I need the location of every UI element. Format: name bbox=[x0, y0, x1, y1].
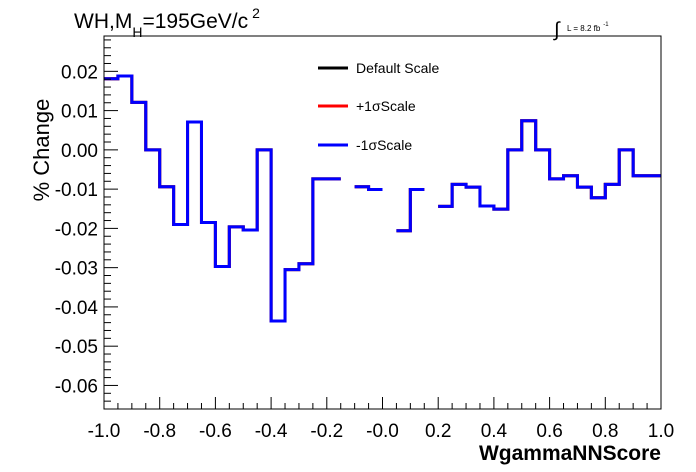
legend-label-minus1sigma: -1σScale bbox=[356, 137, 412, 153]
axis-layer: -1.0 -0.8 -0.6 -0.4 -0.2 -0.0 0.2 0.4 0.6 0.8 1.0 0… bbox=[55, 39, 674, 442]
y-tick-label: 0.02 bbox=[61, 62, 98, 83]
x-axis-title: WgammaNNScore bbox=[479, 442, 661, 465]
y-tick-label: -0.06 bbox=[55, 376, 98, 397]
legend-label-plus1sigma: +1σScale bbox=[356, 98, 416, 114]
x-tick-label: 0.6 bbox=[536, 421, 562, 442]
x-tick-label: -0.6 bbox=[199, 421, 232, 442]
x-tick-label: -0.0 bbox=[366, 421, 399, 442]
y-tick-label: 0.00 bbox=[61, 141, 98, 162]
y-tick-label: 0.01 bbox=[61, 102, 98, 123]
series-line bbox=[104, 74, 661, 323]
y-tick-label: -0.03 bbox=[55, 259, 98, 280]
x-tick-label: -0.2 bbox=[310, 421, 343, 442]
y-axis-title: % Change bbox=[29, 99, 54, 202]
x-tick-label: -0.8 bbox=[143, 421, 176, 442]
y-tick-label: -0.04 bbox=[55, 298, 99, 319]
x-tick-label: -0.4 bbox=[255, 421, 288, 442]
y-tick-label: -0.02 bbox=[55, 219, 98, 240]
series-layer bbox=[104, 74, 661, 323]
chart-title: WH,MH=195GeV/c 2 bbox=[74, 5, 260, 40]
legend: Default Scale +1σScale -1σScale bbox=[318, 60, 439, 153]
series-2 bbox=[104, 74, 661, 323]
integral-sign: ∫ bbox=[553, 19, 561, 41]
x-tick-label: 0.2 bbox=[425, 421, 451, 442]
x-tick-label: 0.4 bbox=[481, 421, 508, 442]
x-tick-label: 0.8 bbox=[592, 421, 618, 442]
lumi-label: L = 8.2 fb -1 bbox=[567, 22, 609, 33]
x-tick-label: -1.0 bbox=[88, 421, 121, 442]
y-tick-label: -0.05 bbox=[55, 337, 98, 358]
legend-label-default: Default Scale bbox=[356, 60, 439, 76]
y-tick-label: -0.01 bbox=[55, 180, 98, 201]
x-tick-label: 1.0 bbox=[648, 421, 674, 442]
